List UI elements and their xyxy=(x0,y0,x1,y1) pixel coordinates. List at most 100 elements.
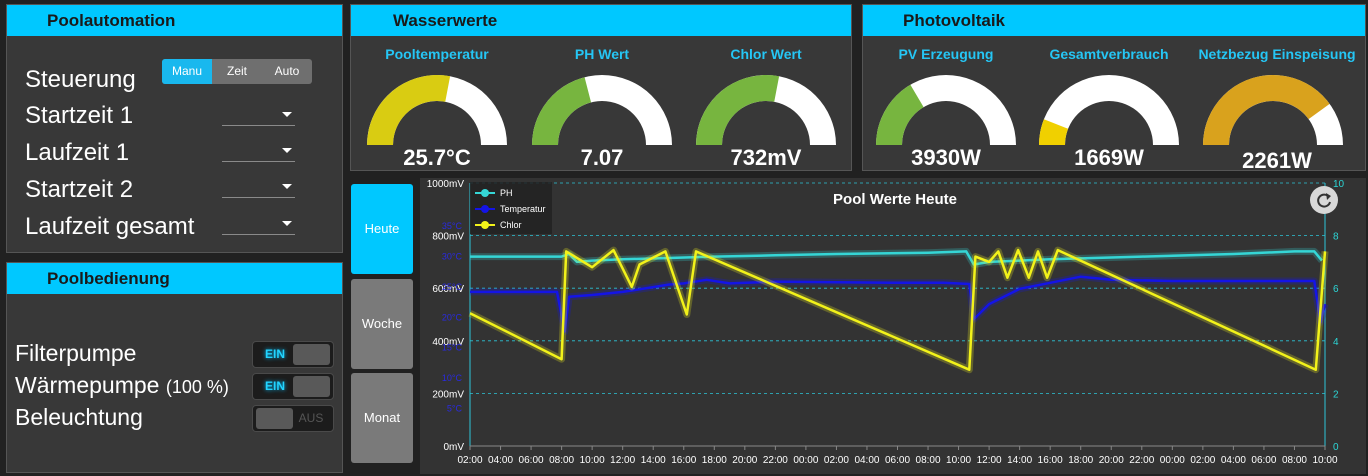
x-tick-label: 06:00 xyxy=(885,455,910,466)
gauge-track xyxy=(1039,75,1179,145)
laufzeit-gesamt-label: Laufzeit gesamt xyxy=(25,213,195,240)
wasserwerte-panel: Wasserwerte Pooltemperatur PH Wert Chlor… xyxy=(350,4,852,171)
x-tick-label: 04:00 xyxy=(1221,455,1246,466)
x-tick-label: 14:00 xyxy=(1007,455,1032,466)
gesamtverbrauch-title: Gesamtverbrauch xyxy=(1049,46,1169,62)
toggle-knob xyxy=(293,376,330,397)
gauge-fill xyxy=(367,75,451,145)
series-line-ph xyxy=(470,250,1323,266)
period-monat-button[interactable]: Monat xyxy=(351,373,413,463)
beleuchtung-toggle[interactable]: AUS xyxy=(252,405,334,432)
pooltemperatur-title: Pooltemperatur xyxy=(385,46,489,62)
period-heute-button[interactable]: Heute xyxy=(351,184,413,274)
startzeit-2-label: Startzeit 2 xyxy=(25,176,134,203)
ph-wert-value: 7.07 xyxy=(580,145,624,170)
laufzeit-1-label: Laufzeit 1 xyxy=(25,139,130,166)
gauge-fill xyxy=(876,84,924,145)
pv-erzeugung-title: PV Erzeugung xyxy=(898,46,994,62)
y-temp-tick-label: 20°C xyxy=(442,312,463,322)
photovoltaik-title: Photovoltaik xyxy=(903,11,1006,30)
steuerung-label: Steuerung xyxy=(25,66,136,93)
waermepumpe-label: Wärmepumpe (100 %) xyxy=(15,372,229,399)
x-tick-label: 12:00 xyxy=(977,455,1002,466)
x-tick-label: 18:00 xyxy=(702,455,727,466)
y-right-tick-label: 2 xyxy=(1333,389,1339,400)
x-tick-label: 16:00 xyxy=(1038,455,1063,466)
caret-down-icon xyxy=(282,112,292,117)
netzbezug-einspeisung-gauge xyxy=(1203,75,1343,145)
netzbezug-einspeisung-value: 2261W xyxy=(1242,148,1312,173)
y-right-tick-label: 10 xyxy=(1333,179,1345,190)
chart-legend: PH Temperatur Chlor xyxy=(470,182,552,234)
poolbedienung-title: Poolbedienung xyxy=(47,269,170,288)
legend-label: Chlor xyxy=(500,220,522,230)
y-temp-tick-label: 10°C xyxy=(442,373,463,383)
poolbedienung-header: Poolbedienung xyxy=(7,263,342,294)
caret-down-icon xyxy=(282,221,292,226)
startzeit-2-dropdown[interactable] xyxy=(222,177,295,198)
filterpumpe-label: Filterpumpe xyxy=(15,340,137,366)
mode-manu-button[interactable]: Manu xyxy=(162,59,212,84)
caret-down-icon xyxy=(282,184,292,189)
poolbedienung-panel: Poolbedienung Filterpumpe EIN Wärmepumpe… xyxy=(6,262,343,473)
steuerung-mode-selector: Manu Zeit Auto xyxy=(162,59,312,84)
laufzeit-1-dropdown[interactable] xyxy=(222,141,295,162)
pool-werte-chart: 0mV 200mV 400mV 600mV 800mV 1000mV 0 2 4 6 8 10 5°C 1… xyxy=(420,178,1366,474)
x-tick-label: 00:00 xyxy=(793,455,818,466)
legend-label: Temperatur xyxy=(500,204,546,214)
refresh-button-bg[interactable] xyxy=(1310,186,1338,214)
beleuchtung-state: AUS xyxy=(298,411,324,425)
x-tick-label: 12:00 xyxy=(610,455,635,466)
x-tick-label: 06:00 xyxy=(519,455,544,466)
legend-marker xyxy=(481,205,489,213)
chart-title: Pool Werte Heute xyxy=(833,191,957,208)
mode-zeit-button[interactable]: Zeit xyxy=(226,64,247,78)
y-temp-tick-label: 15°C xyxy=(442,343,463,353)
filterpumpe-state: EIN xyxy=(264,347,285,361)
period-woche-button[interactable]: Woche xyxy=(351,279,413,369)
y-left-tick-label: 600mV xyxy=(432,284,464,295)
netzbezug-einspeisung-title: Netzbezug Einspeisung xyxy=(1198,46,1356,62)
filterpumpe-toggle[interactable]: EIN xyxy=(252,341,334,368)
mode-auto-button[interactable]: Auto xyxy=(274,64,300,78)
waermepumpe-state: EIN xyxy=(264,379,285,393)
x-tick-label: 06:00 xyxy=(1251,455,1276,466)
refresh-icon-arrow xyxy=(1326,193,1331,200)
y-temp-tick-label: 30°C xyxy=(442,251,463,261)
pv-erzeugung-gauge xyxy=(876,75,1016,145)
poolautomation-header: Poolautomation xyxy=(7,5,342,36)
x-tick-label: 14:00 xyxy=(641,455,666,466)
poolautomation-title: Poolautomation xyxy=(47,11,176,30)
x-tick-label: 10:00 xyxy=(946,455,971,466)
y-right-tick-label: 8 xyxy=(1333,232,1339,243)
startzeit-1-dropdown[interactable] xyxy=(222,105,295,126)
x-tick-label: 02:00 xyxy=(457,455,482,466)
laufzeit-gesamt-dropdown[interactable] xyxy=(222,214,295,235)
pool-werte-chart-svg: 0mV 200mV 400mV 600mV 800mV 1000mV 0 2 4 6 8 10 5°C 1… xyxy=(420,178,1366,474)
x-tick-label: 08:00 xyxy=(549,455,574,466)
beleuchtung-label: Beleuchtung xyxy=(15,404,143,430)
y-temp-tick-label: 5°C xyxy=(447,404,463,414)
y-left-tick-label: 200mV xyxy=(432,389,464,400)
toggle-knob xyxy=(256,408,293,429)
waermepumpe-percent: (100 %) xyxy=(165,377,229,397)
pooltemperatur-gauge xyxy=(367,75,507,145)
x-tick-label: 08:00 xyxy=(916,455,941,466)
series-line-temperatur xyxy=(470,275,1327,333)
y-left-tick-label: 800mV xyxy=(432,232,464,243)
gauge-fill xyxy=(532,77,592,145)
x-tick-label: 22:00 xyxy=(763,455,788,466)
chart-background xyxy=(420,178,1366,474)
y-right-tick-label: 4 xyxy=(1333,337,1339,348)
y-left-tick-label: 1000mV xyxy=(427,179,465,190)
x-tick-label: 16:00 xyxy=(671,455,696,466)
pv-erzeugung-value: 3930W xyxy=(911,145,981,170)
refresh-button[interactable] xyxy=(1310,186,1338,214)
waermepumpe-toggle[interactable]: EIN xyxy=(252,373,334,400)
legend-marker xyxy=(481,221,489,229)
photovoltaik-header: Photovoltaik xyxy=(863,5,1365,36)
x-tick-label: 20:00 xyxy=(1099,455,1124,466)
ph-wert-gauge xyxy=(532,75,672,145)
series-line-chlor xyxy=(469,248,1327,371)
legend-label: PH xyxy=(500,188,513,198)
